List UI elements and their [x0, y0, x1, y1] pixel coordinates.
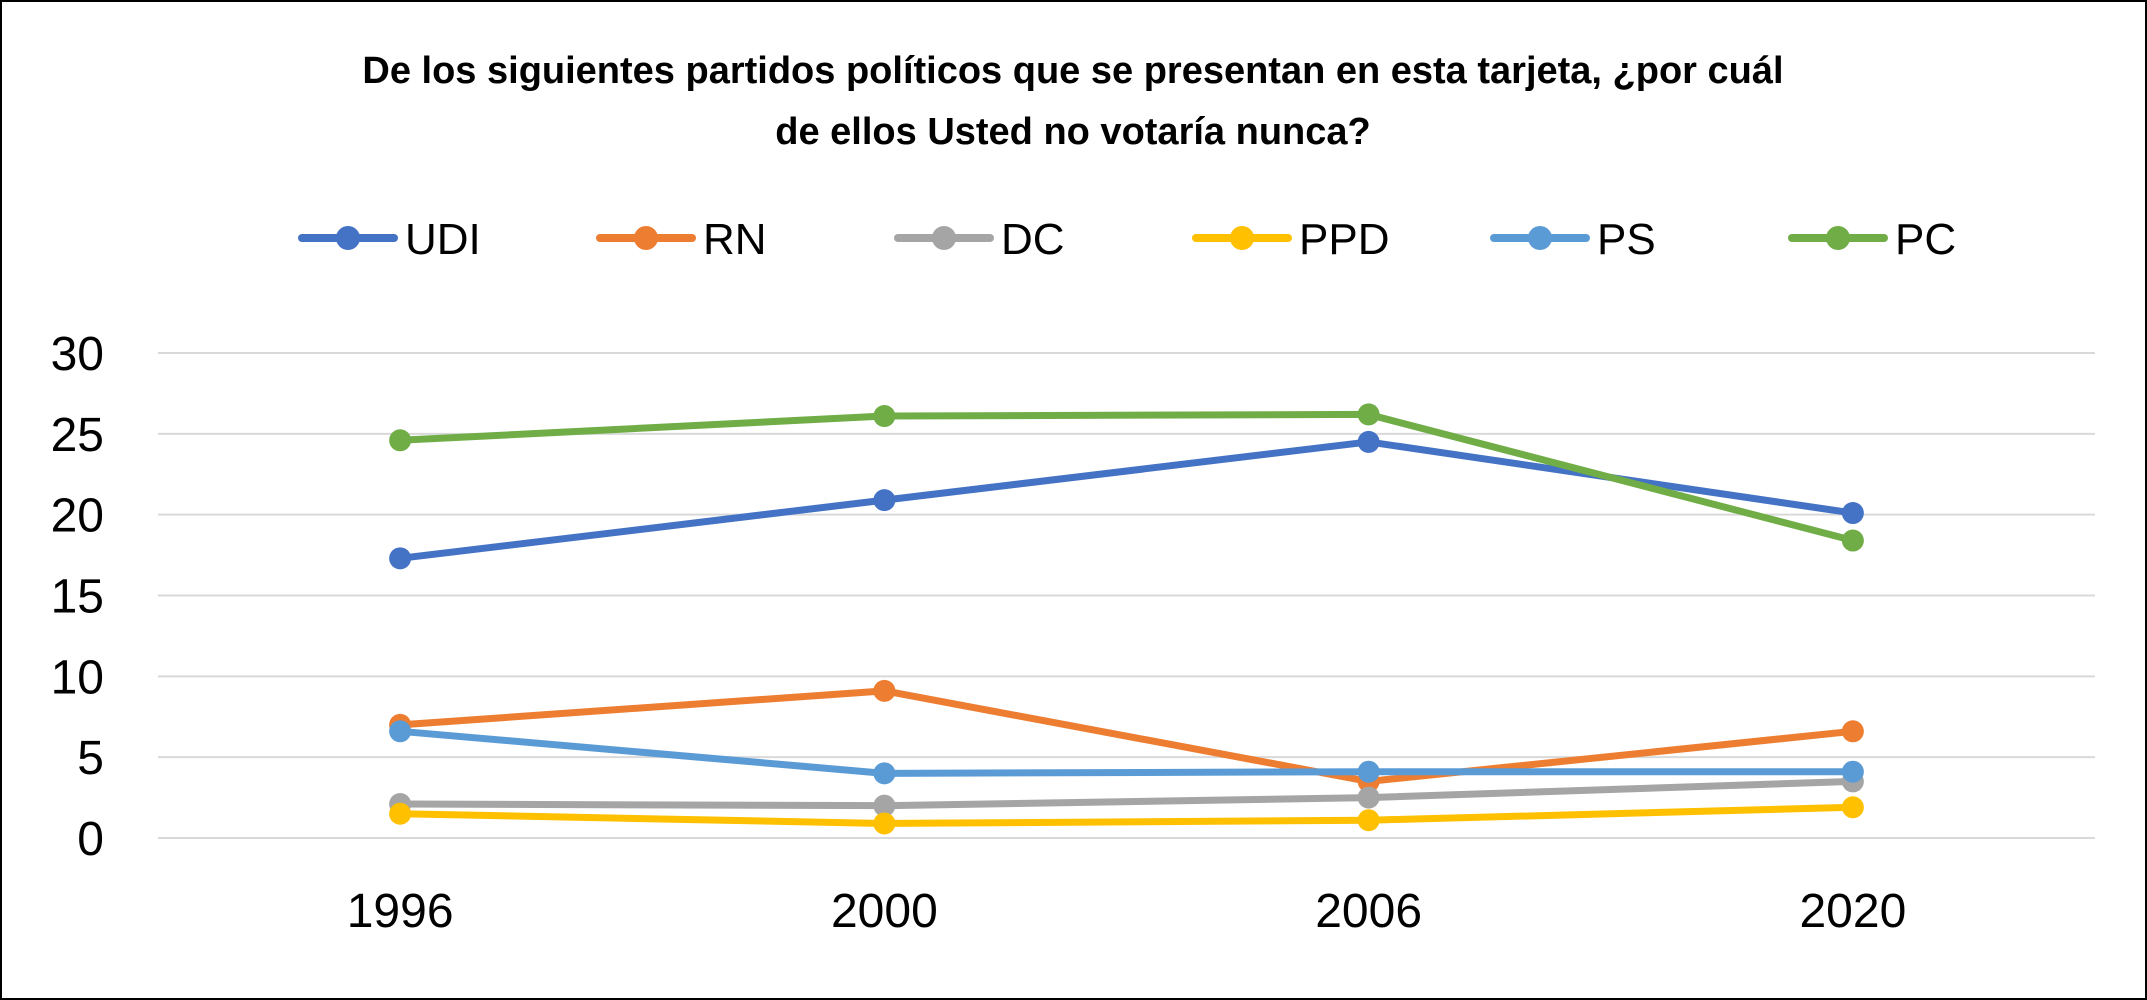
y-tick-label: 30: [51, 328, 104, 381]
legend-label: DC: [1001, 215, 1065, 264]
y-tick-label: 20: [51, 490, 104, 543]
y-tick-label: 25: [51, 409, 104, 462]
legend-label: PC: [1895, 215, 1956, 264]
legend-label: PS: [1597, 215, 1656, 264]
y-tick-label: 0: [77, 813, 104, 866]
data-point-udi: [389, 547, 412, 570]
data-point-ps: [389, 720, 412, 743]
legend-item-pc: PC: [1788, 215, 1956, 264]
data-point-rn: [873, 679, 896, 702]
data-point-dc: [1357, 786, 1380, 809]
series-line-dc: [396, 777, 1857, 810]
legend-label: RN: [703, 215, 767, 264]
data-point-ppd: [873, 812, 896, 835]
legend-item-ps: PS: [1490, 215, 1656, 264]
legend-item-dc: DC: [894, 215, 1065, 264]
legend-item-udi: UDI: [298, 215, 481, 264]
x-tick-label: 2020: [1799, 885, 1906, 938]
y-axis: 0 5 10 15 20 25 30: [51, 328, 104, 866]
chart-title-line-2: de ellos Usted no votaría nunca?: [775, 111, 1370, 153]
data-point-ps: [873, 762, 896, 785]
x-axis: 1996 2000 2006 2020: [347, 885, 1907, 938]
data-point-dc: [873, 794, 896, 817]
data-point-udi: [873, 489, 896, 512]
x-tick-label: 2006: [1315, 885, 1422, 938]
plot-area: [389, 403, 1864, 835]
series-line-rn: [396, 687, 1857, 785]
legend-swatch-marker: [634, 226, 658, 250]
legend-item-rn: RN: [596, 215, 767, 264]
series-ppd: [389, 796, 1864, 835]
series-pc: [389, 403, 1864, 552]
grid-lines: [158, 352, 2095, 839]
data-point-ppd: [1841, 796, 1864, 819]
data-point-ps: [1841, 760, 1864, 783]
series-line-ppd: [396, 803, 1857, 827]
data-point-udi: [1357, 430, 1380, 453]
x-tick-label: 2000: [831, 885, 938, 938]
series-ps: [389, 720, 1864, 785]
data-point-udi: [1841, 502, 1864, 525]
legend-swatch-marker: [1826, 226, 1850, 250]
legend-swatch-marker: [932, 226, 956, 250]
legend-swatch-marker: [1528, 226, 1552, 250]
series-udi: [389, 430, 1864, 570]
legend: UDI RN DC PPD PS PC: [298, 215, 1956, 264]
data-point-pc: [1357, 403, 1380, 426]
legend-swatch-marker: [336, 226, 360, 250]
data-point-ppd: [389, 802, 412, 825]
series-line-ps: [396, 727, 1857, 777]
x-tick-label: 1996: [347, 885, 454, 938]
y-tick-label: 15: [51, 571, 104, 624]
series-line-pc: [396, 410, 1857, 545]
y-tick-label: 10: [51, 651, 104, 704]
data-point-pc: [389, 429, 412, 452]
series-line-udi: [396, 438, 1857, 562]
y-tick-label: 5: [77, 732, 104, 785]
legend-label: PPD: [1299, 215, 1389, 264]
chart-title-line-1: De los siguientes partidos políticos que…: [362, 50, 1783, 92]
data-point-pc: [873, 405, 896, 428]
data-point-ps: [1357, 760, 1380, 783]
legend-swatch-marker: [1230, 226, 1254, 250]
legend-label: UDI: [405, 215, 481, 264]
legend-item-ppd: PPD: [1192, 215, 1389, 264]
data-point-rn: [1841, 720, 1864, 743]
data-point-pc: [1841, 529, 1864, 552]
data-point-ppd: [1357, 809, 1380, 832]
